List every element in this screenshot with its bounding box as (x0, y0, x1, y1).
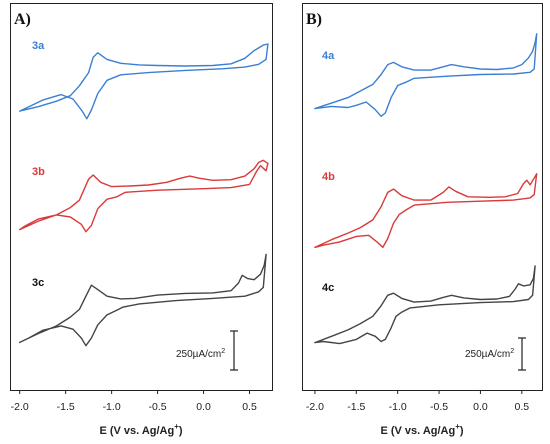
x-tick-label: -1.0 (389, 401, 407, 413)
panel-a-scale-bar-label: 250µA/cm2 (176, 348, 225, 360)
panel-a-x-ticks: -2.0 -1.5 -1.0 -0.5 0.0 0.5 (11, 390, 257, 413)
panel-b-frame (302, 3, 543, 391)
series-label-3a: 3a (32, 40, 45, 52)
x-tick-label: 0.0 (473, 401, 488, 413)
cv-curve-3a (19, 43, 269, 120)
panel-a-x-axis-label: E (V vs. Ag/Ag+) (99, 422, 182, 437)
series-label-3c: 3c (32, 277, 44, 289)
panel-a-label: A) (14, 11, 31, 28)
series-label-4b: 4b (322, 171, 335, 183)
panel-a: A) 3a 3b 3c -2.0 -1.5 -1.0 -0.5 0.0 0.5 250µA/c… (10, 3, 273, 437)
panel-b: B) 4a 4b 4c -2.0 -1.5 -1.0 -0.5 0.0 0.5 250µA/c… (302, 3, 543, 437)
cv-curve-4a (314, 33, 538, 117)
series-label-4c: 4c (322, 282, 334, 294)
panel-b-scale-bar: 250µA/cm2 (465, 337, 526, 371)
cv-curve-4c (314, 265, 536, 345)
panel-b-x-axis-label: E (V vs. Ag/Ag+) (380, 422, 463, 437)
panel-a-scale-bar: 250µA/cm2 (176, 330, 238, 371)
x-tick-label: -1.5 (57, 401, 75, 413)
x-tick-label: -1.5 (347, 401, 365, 413)
panel-a-series-labels: 3a 3b 3c (32, 40, 45, 289)
panel-b-scale-bar-label: 250µA/cm2 (465, 348, 514, 360)
x-tick-label: -0.5 (430, 401, 448, 413)
panel-a-curves (19, 43, 269, 347)
x-tick-label: -0.5 (149, 401, 167, 413)
panel-b-label: B) (306, 11, 322, 28)
x-tick-label: -2.0 (306, 401, 324, 413)
panel-b-x-ticks: -2.0 -1.5 -1.0 -0.5 0.0 0.5 (306, 390, 529, 413)
x-tick-label: -1.0 (103, 401, 121, 413)
panel-a-frame (10, 3, 273, 391)
panel-b-series-labels: 4a 4b 4c (322, 50, 335, 294)
x-tick-label: -2.0 (11, 401, 29, 413)
x-tick-label: 0.5 (515, 401, 530, 413)
cv-curve-3b (19, 159, 269, 233)
x-tick-label: 0.0 (196, 401, 211, 413)
x-tick-label: 0.5 (242, 401, 257, 413)
series-label-4a: 4a (322, 50, 335, 62)
cv-curve-3c (19, 253, 267, 347)
series-label-3b: 3b (32, 166, 45, 178)
panel-b-curves (314, 33, 538, 345)
cv-curve-4b (314, 173, 538, 249)
